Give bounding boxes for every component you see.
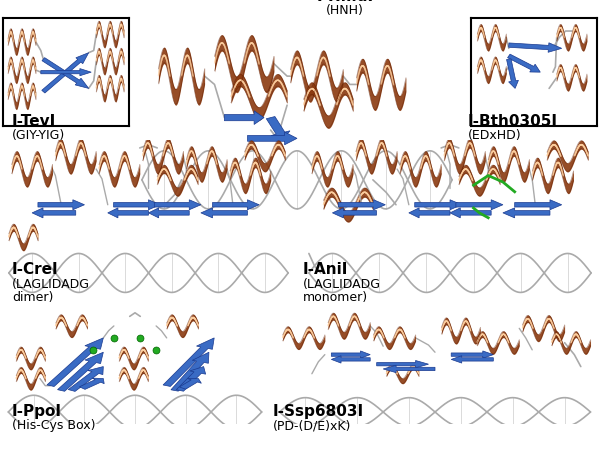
Text: I-PpoI: I-PpoI bbox=[12, 404, 62, 419]
Text: monomer): monomer) bbox=[303, 291, 368, 304]
FancyArrow shape bbox=[503, 208, 550, 218]
Text: (LAGLIDADG: (LAGLIDADG bbox=[12, 278, 90, 291]
FancyArrow shape bbox=[332, 208, 377, 218]
FancyArrow shape bbox=[266, 116, 290, 138]
Text: dimer): dimer) bbox=[12, 291, 53, 304]
FancyArrow shape bbox=[377, 360, 428, 368]
FancyArrow shape bbox=[163, 338, 214, 387]
FancyArrow shape bbox=[248, 132, 297, 145]
Text: (GIY-YIG): (GIY-YIG) bbox=[12, 129, 65, 142]
FancyArrow shape bbox=[450, 208, 491, 218]
FancyArrow shape bbox=[409, 208, 450, 218]
FancyArrow shape bbox=[506, 59, 518, 88]
Text: (His-Cys Box): (His-Cys Box) bbox=[12, 419, 95, 432]
Text: (LAGLIDADG: (LAGLIDADG bbox=[303, 278, 381, 291]
Text: (HNH): (HNH) bbox=[326, 4, 364, 17]
Text: I-HmuI: I-HmuI bbox=[316, 0, 374, 4]
FancyArrow shape bbox=[451, 356, 493, 363]
FancyArrow shape bbox=[58, 352, 103, 391]
Text: (EDxHD): (EDxHD) bbox=[468, 129, 521, 142]
Text: I-AniI: I-AniI bbox=[303, 262, 349, 277]
FancyArrow shape bbox=[212, 200, 259, 210]
FancyArrow shape bbox=[451, 351, 493, 358]
FancyArrow shape bbox=[171, 352, 209, 391]
FancyArrow shape bbox=[41, 69, 91, 76]
FancyArrow shape bbox=[42, 53, 89, 93]
FancyArrow shape bbox=[224, 111, 264, 124]
FancyArrow shape bbox=[42, 58, 89, 88]
FancyArrow shape bbox=[149, 208, 189, 218]
FancyArrow shape bbox=[515, 200, 562, 210]
FancyArrow shape bbox=[179, 378, 202, 389]
Text: I-Ssp6803I: I-Ssp6803I bbox=[273, 404, 364, 419]
FancyArrow shape bbox=[383, 365, 435, 373]
FancyArrow shape bbox=[108, 208, 149, 218]
Text: I-CreI: I-CreI bbox=[12, 262, 59, 277]
FancyArrow shape bbox=[201, 208, 247, 218]
FancyArrow shape bbox=[154, 200, 201, 210]
Text: I-Bth0305I: I-Bth0305I bbox=[468, 114, 558, 129]
FancyArrow shape bbox=[113, 200, 160, 210]
FancyArrow shape bbox=[38, 200, 85, 210]
FancyArrow shape bbox=[456, 200, 503, 210]
FancyArrow shape bbox=[331, 351, 370, 358]
FancyArrow shape bbox=[68, 367, 103, 391]
FancyArrow shape bbox=[415, 200, 462, 210]
FancyArrow shape bbox=[47, 338, 103, 387]
FancyArrow shape bbox=[79, 378, 104, 389]
Text: (PD-(D/E)xK): (PD-(D/E)xK) bbox=[273, 419, 352, 432]
FancyArrow shape bbox=[32, 208, 76, 218]
FancyArrow shape bbox=[508, 54, 540, 72]
FancyArrow shape bbox=[176, 367, 206, 391]
FancyArrow shape bbox=[331, 356, 370, 363]
Text: I-TevI: I-TevI bbox=[12, 114, 56, 129]
FancyArrow shape bbox=[338, 200, 385, 210]
FancyArrow shape bbox=[509, 43, 562, 52]
